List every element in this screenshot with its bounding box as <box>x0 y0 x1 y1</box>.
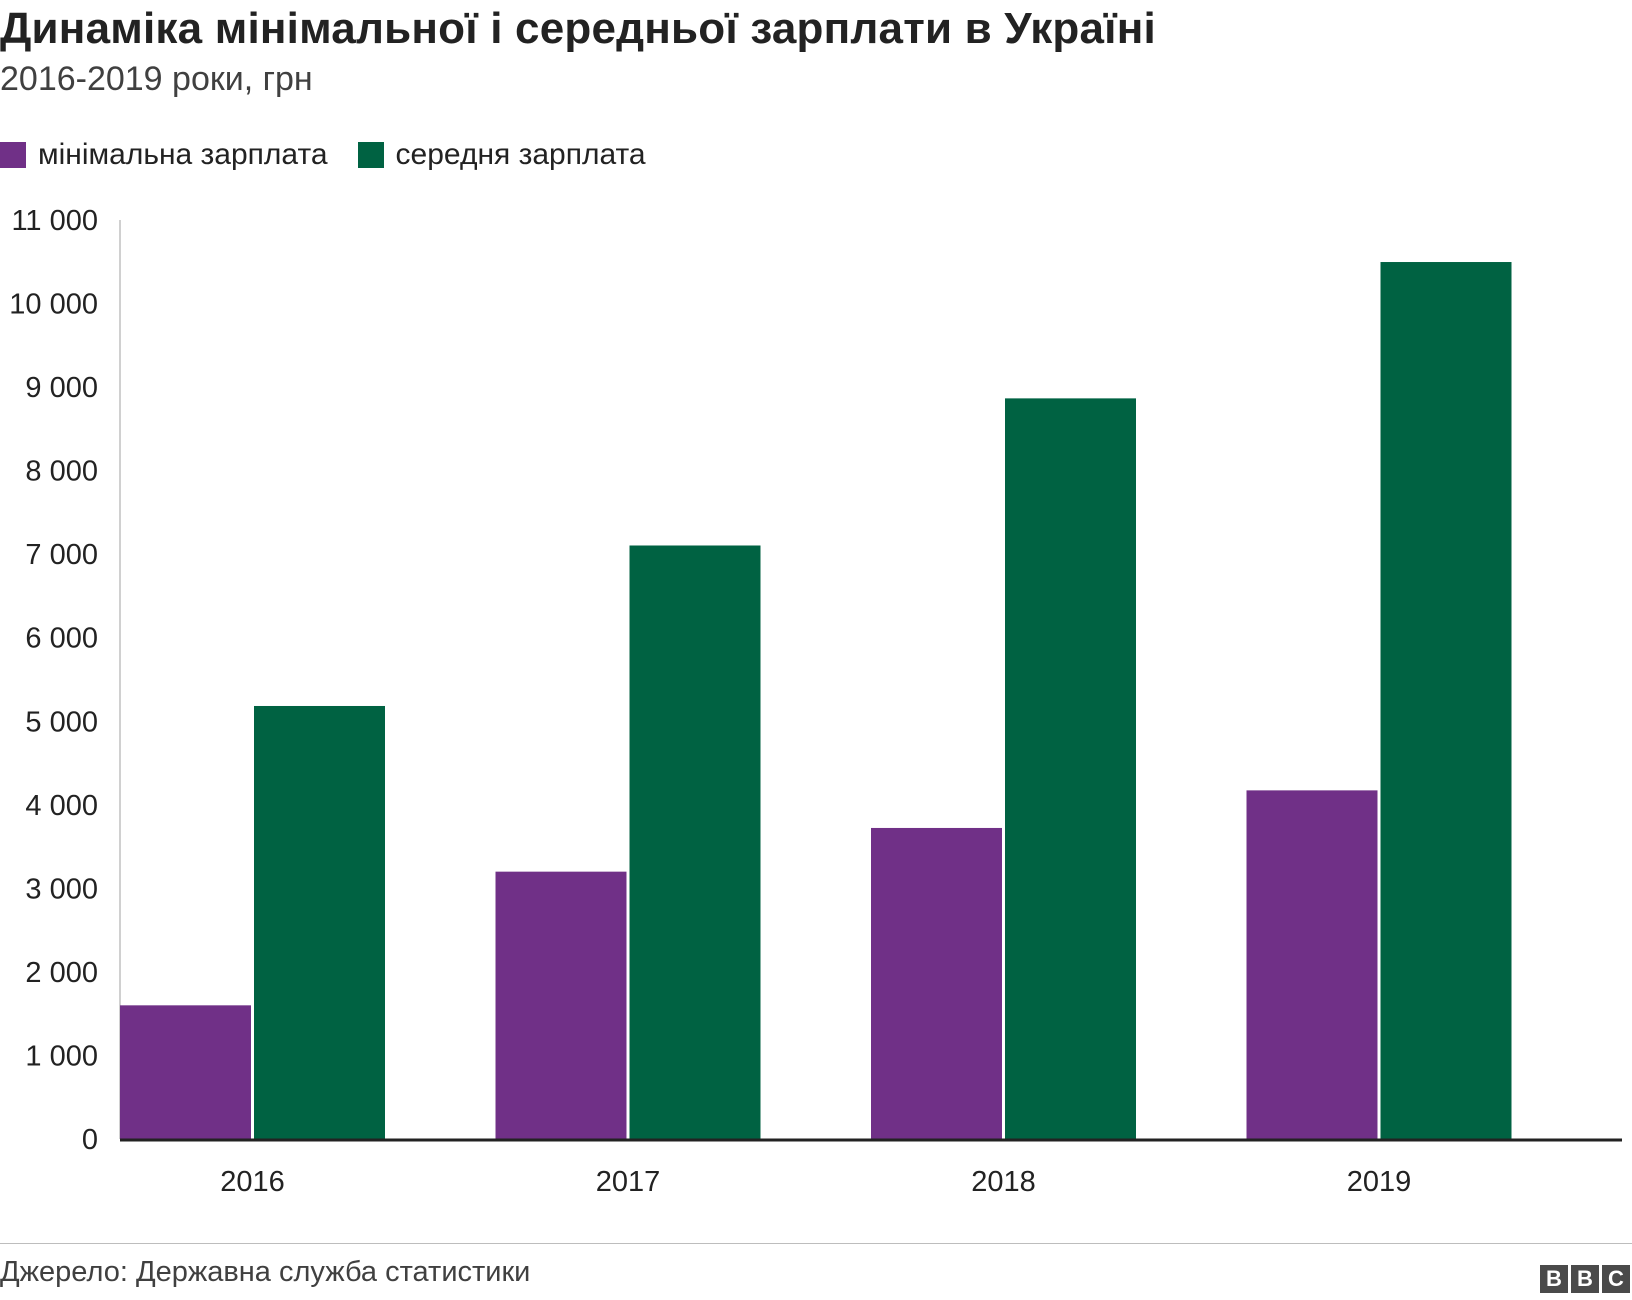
bar-average-2018 <box>1005 398 1136 1139</box>
y-tick-label: 2 000 <box>25 957 98 989</box>
source-note: Джерело: Державна служба статистики <box>0 1256 531 1288</box>
legend-swatch-average <box>357 142 384 168</box>
y-tick-label: 7 000 <box>25 539 98 571</box>
y-tick-label: 9 000 <box>25 372 98 404</box>
x-tick-label: 2019 <box>1347 1166 1412 1198</box>
y-tick-label: 0 <box>82 1124 98 1156</box>
bar-minimum-2019 <box>1246 790 1378 1139</box>
legend-item-minimum: мінімальна зарплата <box>0 138 328 172</box>
bar-minimum-2018 <box>871 827 1002 1139</box>
chart-title: Динаміка мінімальної і середньої зарплат… <box>0 4 1156 53</box>
y-tick-label: 6 000 <box>25 623 98 655</box>
x-tick-label: 2018 <box>971 1166 1036 1198</box>
bar-average-2019 <box>1380 262 1512 1139</box>
y-tick-label: 1 000 <box>25 1040 98 1072</box>
x-tick-label: 2017 <box>596 1166 661 1198</box>
bar-minimum-2017 <box>495 871 627 1139</box>
y-tick-label: 10 000 <box>9 289 98 321</box>
bar-chart: 0 1 000 2 000 3 000 4 000 5 000 6 000 7 000 8 00… <box>9 205 1622 1198</box>
bar-minimum-2016 <box>120 1005 251 1139</box>
chart-subtitle: 2016-2019 роки, грн <box>0 60 313 98</box>
x-tick-label: 2016 <box>220 1166 285 1198</box>
bar-average-2016 <box>254 705 385 1139</box>
y-tick-label: 4 000 <box>25 790 98 822</box>
y-tick-label: 3 000 <box>25 873 98 905</box>
y-tick-label: 5 000 <box>25 706 98 738</box>
bbc-logo-letter-1: B <box>1540 1265 1568 1293</box>
bbc-logo-letter-3: C <box>1602 1265 1630 1293</box>
footer-divider <box>0 1243 1632 1244</box>
legend: мінімальна зарплата середня зарплата <box>0 138 676 172</box>
y-tick-label: 8 000 <box>25 456 98 488</box>
legend-label-minimum: мінімальна зарплата <box>38 138 328 171</box>
bbc-logo-letter-2: B <box>1571 1265 1599 1293</box>
legend-item-average: середня зарплата <box>357 138 646 172</box>
bar-average-2017 <box>629 545 761 1139</box>
legend-label-average: середня зарплата <box>395 138 646 171</box>
legend-swatch-minimum <box>0 142 26 168</box>
y-tick-label: 11 000 <box>11 205 98 237</box>
bbc-logo: B B C <box>1540 1265 1630 1293</box>
